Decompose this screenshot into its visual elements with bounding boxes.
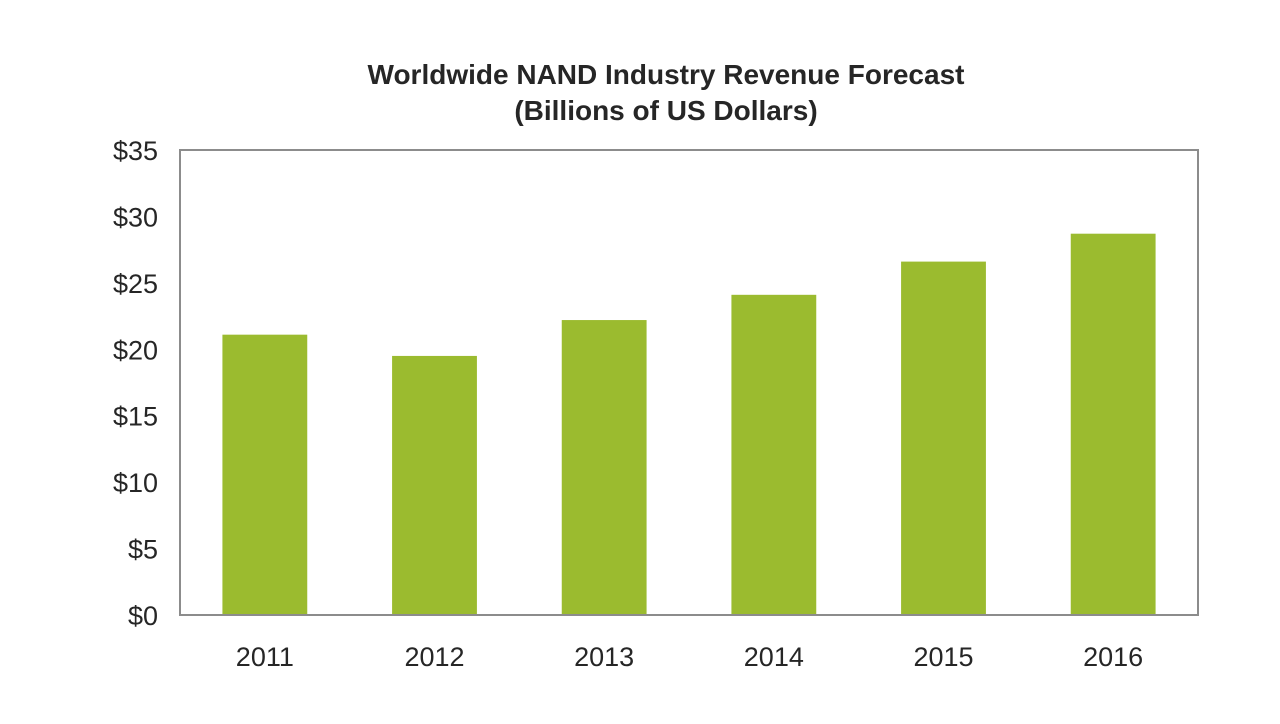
- bar-2014: [731, 294, 817, 615]
- chart-subtitle: (Billions of US Dollars): [514, 95, 817, 126]
- x-tick-label: 2016: [1083, 642, 1143, 672]
- y-tick-label: $35: [113, 136, 158, 166]
- y-tick-label: $25: [113, 269, 158, 299]
- y-tick-label: $20: [113, 335, 158, 365]
- bar-2011: [222, 334, 308, 615]
- x-tick-label: 2011: [236, 642, 294, 672]
- y-tick-label: $5: [128, 535, 158, 565]
- x-tick-label: 2012: [404, 642, 464, 672]
- y-tick-label: $30: [113, 202, 158, 232]
- bars-group: [222, 233, 1156, 615]
- x-tick-label: 2014: [744, 642, 804, 672]
- y-axis-ticks: $0 $5 $10 $15 $20 $25 $30 $35: [113, 136, 158, 631]
- y-tick-label: $0: [128, 601, 158, 631]
- bar-2015: [901, 261, 986, 615]
- x-tick-label: 2015: [913, 642, 973, 672]
- bar-2013: [561, 320, 647, 615]
- y-tick-label: $15: [113, 402, 158, 432]
- x-tick-label: 2013: [574, 642, 634, 672]
- bar-2016: [1070, 233, 1156, 615]
- plot-area-frame: [179, 149, 1199, 616]
- x-axis-ticks: 2011 2012 2013 2014 2015 2016: [236, 642, 1143, 672]
- y-tick-label: $10: [113, 468, 158, 498]
- chart-title: Worldwide NAND Industry Revenue Forecast: [368, 59, 965, 90]
- bar-2012: [392, 355, 477, 615]
